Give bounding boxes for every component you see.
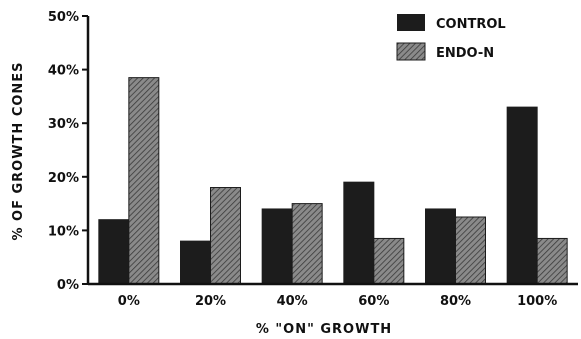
y-tick-label: 50% <box>48 10 79 25</box>
x-tick-label: 20% <box>195 294 226 309</box>
y-tick-label: 30% <box>48 117 79 132</box>
legend-swatch-control <box>397 14 425 31</box>
bar-endo-n-0 <box>128 77 160 285</box>
y-tick-label: 0% <box>57 278 79 293</box>
x-tick-label: 60% <box>358 294 389 309</box>
bar-endo-n-5 <box>536 237 568 285</box>
bar-endo-n-2 <box>291 203 323 285</box>
bar-control-4 <box>425 208 456 285</box>
y-axis-title: % OF GROWTH CONES <box>11 61 26 240</box>
bar-endo-n-1 <box>210 187 241 285</box>
bar-endo-n-4 <box>455 216 486 285</box>
y-tick-label: 20% <box>48 171 79 186</box>
y-tick-label: 10% <box>48 224 79 239</box>
legend-swatch-endo-n <box>396 42 426 61</box>
y-tick-label: 40% <box>48 64 79 79</box>
bar-control-3 <box>343 181 375 285</box>
y-axis-label: % OF GROWTH CONES <box>11 61 26 240</box>
x-axis-label: % "ON" GROWTH <box>256 322 392 337</box>
legend-label-control: CONTROL <box>436 17 506 32</box>
x-tick-label: 0% <box>118 294 140 309</box>
x-tick-label: 40% <box>277 294 308 309</box>
bar-endo-n-3 <box>373 237 405 285</box>
plot-area: 0% 20% 40% 60% 80% 100% 0% 10% 20% 30% 40% 50% <box>48 10 578 309</box>
bar-control-5 <box>506 106 538 285</box>
bar-control-0 <box>98 219 130 285</box>
legend-label-endo-n: ENDO-N <box>436 46 494 61</box>
legend: CONTROL ENDO-N <box>396 14 506 61</box>
bar-control-2 <box>261 208 293 285</box>
x-tick-label: 80% <box>440 294 471 309</box>
x-tick-label: 100% <box>517 294 557 309</box>
bar-control-1 <box>180 240 211 285</box>
